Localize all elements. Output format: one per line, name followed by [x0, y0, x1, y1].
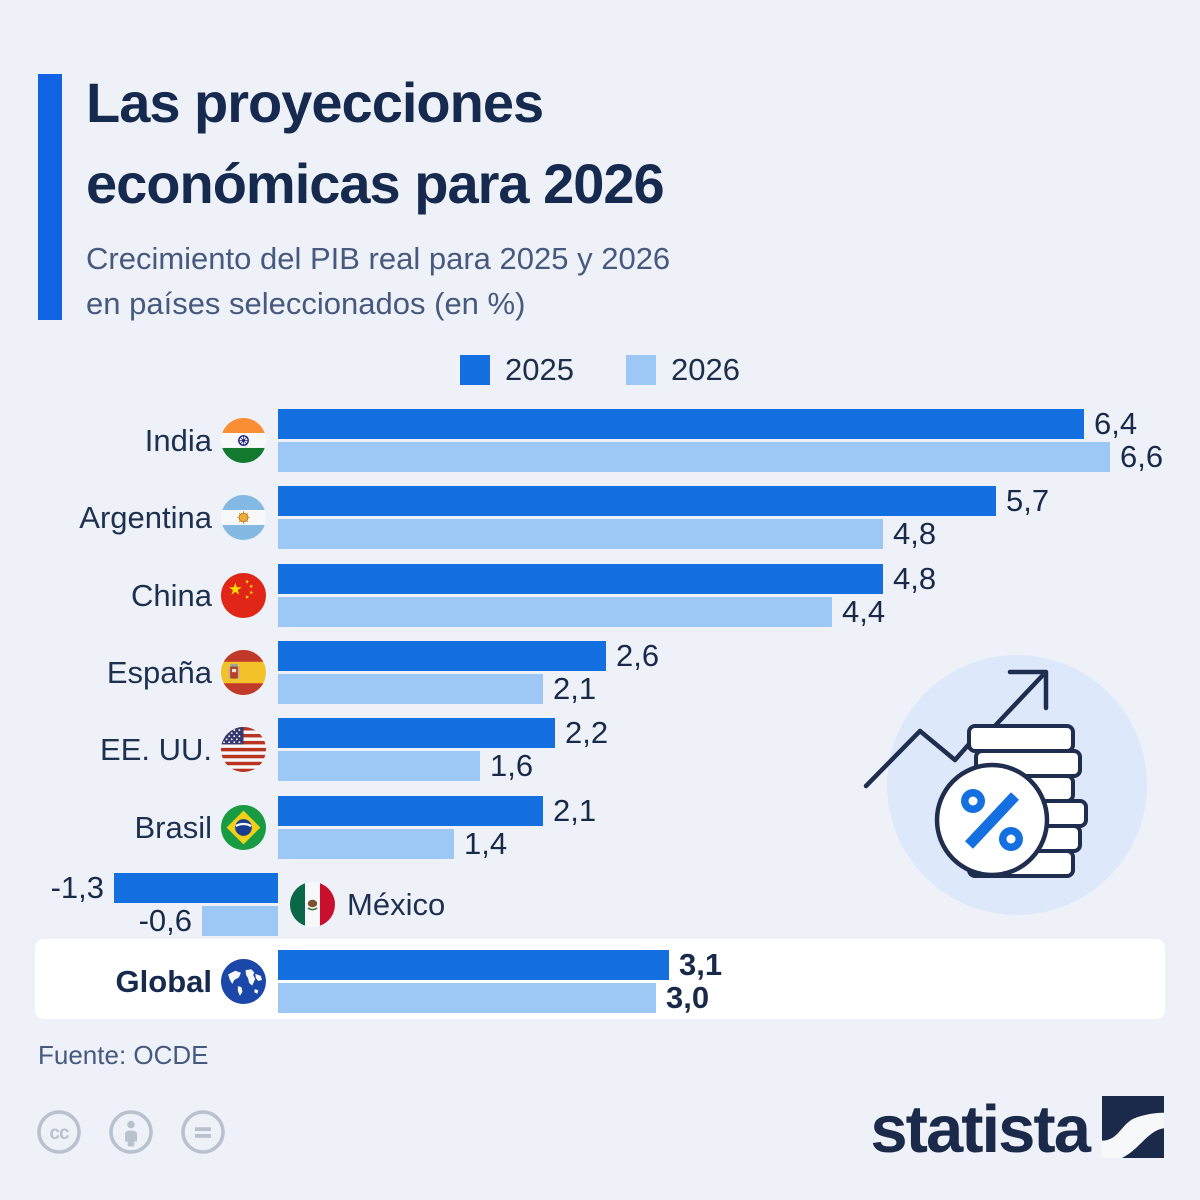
chart-row-china: China 4,8 4,4: [0, 561, 1200, 629]
value-label-2025: 2,6: [616, 638, 660, 673]
title-line-2: económicas para 2026: [86, 152, 665, 215]
bar-2025: 2,2: [278, 715, 608, 750]
statista-wordmark: statista: [870, 1092, 1091, 1167]
argentina-flag-icon: [221, 495, 266, 540]
chart-row-india: India 6,4 6,6: [0, 406, 1200, 474]
globe-icon: [221, 959, 266, 1004]
bar-2026: -0,6: [139, 903, 278, 938]
value-label-2025: 2,2: [565, 715, 609, 750]
spain-flag-icon: [221, 650, 266, 695]
subtitle-line-2: en países seleccionados (en %): [86, 286, 526, 321]
bar-2026: 3,0: [278, 980, 709, 1015]
bar-2025: 2,1: [278, 793, 596, 828]
country-label: España: [106, 654, 212, 690]
country-label: Brasil: [134, 809, 212, 845]
bar-2025: 4,8: [278, 561, 936, 596]
value-label-2026: 1,6: [490, 748, 534, 783]
country-label: China: [131, 577, 212, 613]
value-label-2026: -0,6: [138, 903, 192, 938]
page-title: Las proyecciones económicas para 2026: [86, 62, 665, 224]
legend-swatch-2025: [460, 355, 491, 385]
usa-flag-icon: [221, 727, 266, 772]
chart-row-eeuu: EE. UU.: [0, 715, 1200, 783]
value-label-2025: -1,3: [50, 870, 104, 905]
country-label: India: [144, 422, 212, 458]
value-label-2025: 3,1: [679, 947, 723, 982]
value-label-2025: 4,8: [893, 561, 937, 596]
bar-2025: 3,1: [278, 947, 722, 982]
page-subtitle: Crecimiento del PIB real para 2025 y 202…: [86, 236, 670, 326]
country-label: Global: [115, 963, 212, 999]
chart-row-mexico: -1,3 -0,6 México: [0, 870, 1200, 938]
statista-logo-mark-icon: [1102, 1096, 1164, 1163]
source-note: Fuente: OCDE: [38, 1040, 209, 1070]
svg-text:cc: cc: [49, 1123, 70, 1144]
legend-label-2025: 2025: [505, 352, 574, 387]
brazil-flag-icon: [221, 805, 266, 850]
bar-2026: 2,1: [278, 671, 596, 706]
value-label-2025: 5,7: [1006, 483, 1050, 518]
bar-2026: 1,4: [278, 826, 507, 861]
statista-logo: statista: [870, 1096, 1164, 1163]
legend: 2025 2026: [0, 352, 1200, 388]
value-label-2026: 3,0: [666, 980, 710, 1015]
bar-2026: 6,6: [278, 439, 1163, 474]
bar-2025: -1,3: [51, 870, 278, 905]
value-label-2026: 4,4: [842, 594, 886, 629]
country-label: EE. UU.: [100, 731, 212, 767]
subtitle-line-1: Crecimiento del PIB real para 2025 y 202…: [86, 241, 671, 276]
cc-by-icon: [107, 1108, 155, 1161]
title-accent-bar: [38, 74, 62, 320]
value-label-2026: 6,6: [1120, 439, 1164, 474]
license-icons: cc: [35, 1108, 227, 1161]
bar-2026: 4,4: [278, 594, 885, 629]
country-label: Argentina: [79, 499, 212, 535]
value-label-2026: 1,4: [464, 826, 508, 861]
chart-row-espana: España 2,6 2,1: [0, 638, 1200, 706]
chart-row-global: Global 3,1 3,0: [0, 947, 1200, 1015]
mexico-flag-icon: [290, 882, 335, 927]
country-label: México: [347, 886, 446, 922]
cc-icon: cc: [35, 1108, 83, 1161]
cc-nd-icon: [179, 1108, 227, 1161]
chart-row-brasil: Brasil 2,1 1,4: [0, 793, 1200, 861]
value-label-2026: 2,1: [553, 671, 597, 706]
bar-2026: 1,6: [278, 748, 533, 783]
india-flag-icon: [221, 418, 266, 463]
legend-item-2026: 2026: [626, 352, 740, 388]
legend-item-2025: 2025: [460, 352, 574, 388]
value-label-2026: 4,8: [893, 516, 937, 551]
bar-2025: 2,6: [278, 638, 659, 673]
chart-row-argentina: Argentina 5,7 4,8: [0, 483, 1200, 551]
bar-2025: 5,7: [278, 483, 1049, 518]
value-label-2025: 2,1: [553, 793, 597, 828]
percent-coins-growth-illustration: [852, 630, 1174, 925]
title-line-1: Las proyecciones: [86, 71, 544, 134]
legend-label-2026: 2026: [671, 352, 740, 387]
legend-swatch-2026: [626, 355, 656, 385]
bar-2025: 6,4: [278, 406, 1137, 441]
bar-2026: 4,8: [278, 516, 936, 551]
value-label-2025: 6,4: [1094, 406, 1138, 441]
china-flag-icon: [221, 573, 266, 618]
